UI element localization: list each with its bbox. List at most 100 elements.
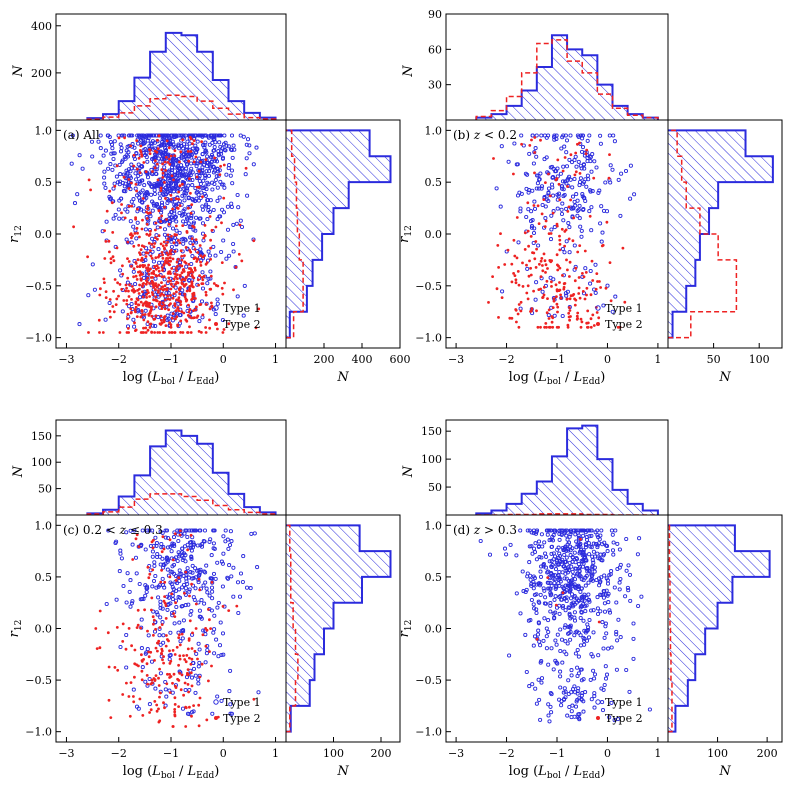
- type1-point: [591, 541, 596, 546]
- type1-point: [582, 638, 587, 643]
- type2-point: [157, 255, 160, 259]
- type1-point: [167, 168, 172, 173]
- type1-point: [193, 133, 198, 138]
- type1-point: [175, 172, 180, 177]
- type1-point: [542, 616, 547, 621]
- type1-point: [169, 239, 174, 244]
- type1-point: [125, 209, 130, 214]
- type2-point: [162, 599, 166, 603]
- scatter-ytick-label: 0.0: [425, 623, 443, 636]
- type1-point: [212, 528, 217, 533]
- type2-point: [192, 704, 196, 707]
- type2-point: [154, 295, 158, 299]
- type1-point: [564, 239, 569, 244]
- type2-point: [154, 221, 158, 225]
- type1-point: [103, 148, 108, 153]
- type2-point: [559, 293, 562, 297]
- type1-point: [526, 618, 531, 623]
- type2-point: [162, 701, 165, 705]
- type2-point: [72, 225, 75, 229]
- type1-point: [197, 614, 202, 619]
- type2-point: [133, 232, 137, 235]
- type2-point: [173, 154, 177, 158]
- type1-point: [131, 687, 136, 692]
- type2-point: [190, 273, 194, 277]
- type1-point: [553, 586, 558, 591]
- type1-point: [618, 576, 623, 582]
- type1-point: [531, 528, 536, 533]
- type1-point: [558, 171, 563, 176]
- type2-point: [132, 164, 136, 168]
- type1-point: [241, 134, 246, 139]
- type1-point: [603, 624, 608, 629]
- type1-point: [553, 594, 558, 599]
- type1-point: [167, 653, 172, 658]
- type1-point: [128, 578, 133, 583]
- type1-point: [135, 133, 140, 138]
- type2-point: [160, 281, 163, 284]
- type2-point: [126, 289, 130, 293]
- type2-point: [180, 278, 184, 282]
- type1-point: [549, 544, 554, 550]
- type1-point: [555, 661, 560, 666]
- type2-point: [122, 175, 126, 179]
- type2-point: [175, 290, 178, 294]
- type1-point: [154, 183, 159, 188]
- type2-point: [159, 186, 163, 190]
- type2-point: [214, 284, 218, 287]
- type2-point: [519, 300, 523, 304]
- type2-point: [529, 273, 533, 277]
- type1-point: [174, 133, 179, 138]
- type2-point: [151, 681, 154, 685]
- type2-point: [169, 302, 172, 305]
- type2-point: [563, 244, 566, 248]
- type1-point: [204, 586, 209, 591]
- type1-point: [144, 246, 149, 251]
- type2-point: [99, 287, 102, 291]
- type1-point: [563, 560, 568, 565]
- type2-point: [191, 285, 195, 289]
- type2-point: [140, 653, 143, 657]
- type2-point: [148, 282, 152, 285]
- type1-point: [170, 597, 175, 602]
- type2-point: [138, 251, 141, 255]
- type1-point: [145, 175, 151, 180]
- type2-point: [150, 271, 154, 275]
- type2-point: [252, 697, 256, 701]
- type2-point: [177, 239, 180, 242]
- type1-point: [617, 587, 622, 592]
- type1-point: [199, 190, 204, 195]
- type2-point: [585, 286, 589, 290]
- type2-point: [165, 243, 168, 247]
- type2-point: [113, 666, 117, 669]
- type2-point: [517, 303, 521, 306]
- type2-point: [555, 288, 559, 291]
- type1-point: [118, 142, 123, 147]
- type1-point: [591, 549, 596, 554]
- type1-point: [141, 596, 146, 602]
- type1-point: [235, 580, 241, 585]
- type1-point: [150, 549, 155, 554]
- type1-point: [189, 675, 195, 680]
- scatter-xtick-label: −3: [58, 747, 74, 760]
- type1-point: [585, 138, 590, 143]
- type1-point: [140, 596, 145, 602]
- type2-point: [551, 306, 555, 309]
- type1-point: [219, 151, 224, 156]
- type1-point: [547, 559, 552, 564]
- type2-point: [497, 266, 500, 269]
- scatter-xtick-label: 1: [272, 353, 279, 366]
- type2-point: [115, 164, 119, 168]
- type1-point: [207, 209, 213, 214]
- type2-point: [568, 318, 571, 322]
- scatter-xtick-label: 0: [604, 353, 611, 366]
- type1-point: [144, 584, 150, 589]
- type1-point: [221, 551, 226, 556]
- type1-point: [196, 681, 201, 686]
- type1-point: [549, 571, 554, 576]
- type1-point: [226, 546, 231, 551]
- type1-point: [176, 163, 181, 169]
- type2-point: [126, 240, 130, 244]
- type1-point: [212, 145, 217, 150]
- type1-point: [549, 528, 554, 533]
